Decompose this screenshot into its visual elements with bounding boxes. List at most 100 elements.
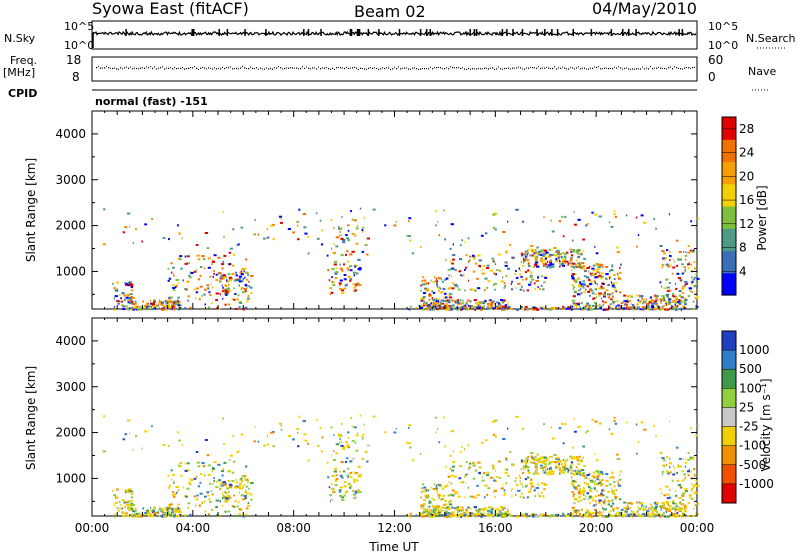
echo-cell	[625, 301, 627, 304]
freq-point	[644, 68, 646, 70]
echo-cell	[432, 515, 434, 518]
echo-cell	[594, 508, 597, 511]
nave-point	[334, 69, 335, 70]
echo-cell	[159, 299, 161, 302]
colorbar-tick-label: -1000	[739, 477, 774, 491]
freq-point	[292, 67, 294, 69]
echo-cell	[127, 504, 131, 507]
echo-cell	[619, 305, 621, 308]
echo-cell	[599, 513, 601, 516]
echo-cell	[438, 441, 441, 444]
echo-cell	[549, 469, 553, 471]
echo-cell	[696, 491, 699, 494]
echo-cell	[643, 428, 647, 431]
echo-cell	[442, 494, 446, 497]
echo-cell	[574, 273, 577, 276]
echo-cell	[178, 282, 179, 285]
nave-point	[298, 68, 299, 70]
echo-cell	[537, 250, 542, 253]
echo-cell	[543, 281, 546, 284]
echo-cell	[436, 282, 438, 285]
echo-cell	[681, 285, 685, 288]
echo-cell	[693, 261, 696, 264]
echo-cell	[177, 304, 180, 306]
echo-cell	[363, 423, 365, 426]
echo-cell	[510, 283, 513, 285]
echo-cell	[220, 482, 223, 484]
echo-cell	[353, 286, 357, 289]
echo-cell	[678, 299, 681, 302]
echo-cell	[639, 515, 642, 518]
echo-cell	[343, 481, 347, 483]
echo-cell	[496, 476, 499, 479]
echo-cell	[169, 514, 172, 517]
echo-cell	[573, 418, 575, 421]
echo-cell	[562, 305, 565, 308]
echo-cell	[661, 250, 665, 253]
echo-cell	[450, 268, 452, 271]
echo-cell	[536, 246, 539, 249]
echo-cell	[676, 239, 679, 242]
echo-cell	[573, 430, 577, 433]
echo-cell	[609, 484, 610, 487]
echo-cell	[303, 226, 307, 229]
echo-cell	[498, 302, 501, 305]
echo-cell	[153, 506, 156, 509]
echo-cell	[349, 264, 353, 267]
echo-cell	[435, 300, 439, 303]
echo-cell	[494, 228, 497, 231]
echo-cell	[603, 488, 605, 491]
colorbar-tick-label: 500	[739, 362, 762, 376]
echo-cell	[523, 259, 526, 262]
echo-cell	[620, 508, 624, 511]
echo-cell	[492, 213, 496, 216]
echo-cell	[246, 285, 248, 288]
echo-cell	[681, 508, 683, 511]
echo-cell	[173, 513, 176, 516]
echo-cell	[468, 307, 471, 310]
echo-cell	[438, 306, 440, 309]
echo-cell	[304, 439, 308, 442]
echo-cell	[636, 303, 638, 306]
echo-cell	[424, 287, 427, 290]
echo-cell	[668, 505, 671, 508]
echo-cell	[596, 476, 599, 479]
echo-cell	[534, 464, 538, 467]
echo-cell	[495, 514, 497, 517]
echo-cell	[153, 507, 156, 510]
echo-cell	[684, 465, 687, 468]
echo-cell	[558, 458, 560, 461]
echo-cell	[334, 484, 338, 487]
echo-cell	[672, 473, 676, 476]
echo-cell	[408, 424, 412, 427]
echo-cell	[235, 271, 237, 274]
echo-cell	[125, 296, 129, 299]
echo-cell	[616, 300, 619, 303]
echo-cell	[202, 465, 206, 468]
echo-cell	[474, 262, 477, 265]
echo-cell	[665, 301, 669, 304]
echo-cell	[599, 480, 602, 483]
echo-cell	[470, 305, 473, 308]
echo-cell	[130, 296, 133, 298]
echo-cell	[533, 513, 536, 516]
echo-cell	[672, 258, 674, 261]
echo-cell	[573, 497, 577, 500]
echo-cell	[452, 254, 456, 256]
echo-cell	[151, 425, 153, 428]
echo-cell	[492, 514, 496, 517]
echo-cell	[524, 478, 527, 481]
echo-cell	[181, 444, 183, 447]
colorbar-swatch	[722, 206, 736, 229]
echo-cell	[427, 306, 430, 309]
echo-cell	[535, 280, 539, 282]
echo-cell	[663, 296, 665, 299]
echo-cell	[523, 496, 525, 499]
echo-cell	[655, 511, 658, 514]
echo-cell	[359, 207, 362, 210]
freq-point	[388, 67, 390, 69]
echo-cell	[515, 208, 519, 211]
echo-cell	[650, 506, 654, 508]
echo-cell	[193, 270, 197, 273]
echo-cell	[484, 299, 487, 302]
